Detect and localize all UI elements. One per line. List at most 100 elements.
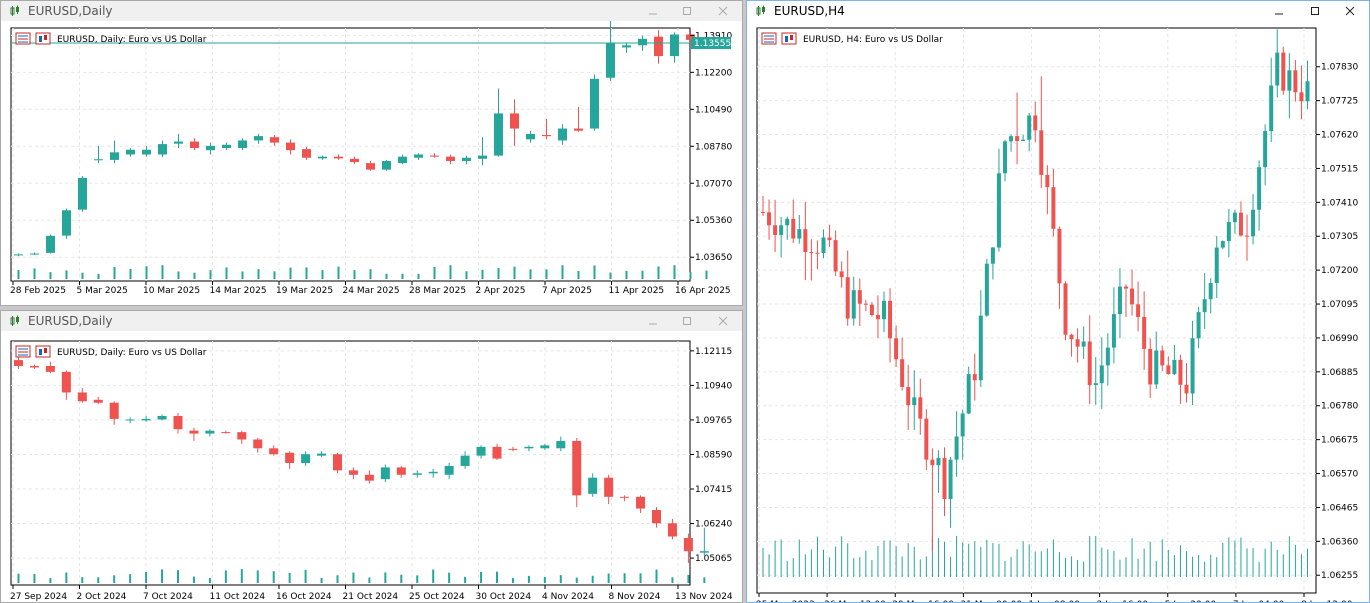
candle-body	[125, 419, 135, 421]
chart-window-eurusd-daily-1[interactable]: EURUSD,Daily 1.13910 1.12200 1.10490 1.0878…	[0, 0, 743, 306]
candle-body	[364, 474, 374, 481]
candle-body	[430, 155, 439, 157]
x-tick-label: 8 Jun 12:00	[1301, 600, 1353, 602]
candle-body	[1148, 348, 1153, 385]
candle-body	[206, 145, 215, 151]
maximize-button[interactable]	[676, 3, 698, 19]
candlestick-chart[interactable]: 1.12115 1.10940 1.09765 1.08590 1.07415 1.062…	[1, 331, 742, 602]
chart-type-icon	[781, 32, 797, 45]
candle-body	[348, 470, 358, 475]
y-axis-labels: 1.12115 1.10940 1.09765 1.08590 1.07415 1.062…	[690, 347, 732, 564]
candle-body	[779, 225, 784, 235]
candle-body	[62, 210, 71, 236]
maximize-button[interactable]	[676, 313, 698, 329]
candle-body	[845, 277, 850, 319]
candle-body	[1305, 81, 1310, 102]
candle-body	[978, 315, 983, 381]
minimize-button[interactable]	[1268, 3, 1290, 19]
candle-body	[46, 235, 55, 253]
candle-body	[141, 418, 151, 421]
candle-body	[1105, 347, 1110, 366]
candle-body	[396, 467, 406, 475]
y-tick-label: 1.06360	[1321, 537, 1358, 547]
maximize-button[interactable]	[1304, 3, 1326, 19]
y-tick-label: 1.06780	[1321, 402, 1358, 412]
window-titlebar[interactable]: EURUSD,Daily	[1, 1, 742, 21]
x-tick-label: 5 Mar 2025	[77, 286, 128, 296]
candle-body	[558, 128, 567, 141]
candle-body	[1202, 299, 1207, 313]
y-tick-label: 1.07305	[1321, 232, 1358, 242]
candle-body	[948, 459, 953, 500]
window-title: EURUSD,Daily	[28, 4, 113, 18]
chart-window-eurusd-daily-2[interactable]: EURUSD,Daily 1.12115 1.10940 1.09765 1.0859…	[0, 310, 743, 603]
candle-body	[833, 240, 838, 272]
x-axis-labels: 28 Feb 2025 5 Mar 2025 10 Mar 2025 14 Mar 2…	[10, 281, 731, 296]
candle-body	[142, 149, 151, 155]
candle-body	[869, 304, 874, 316]
candle-body	[797, 229, 802, 239]
candle-body	[815, 252, 820, 254]
candle-body	[382, 160, 391, 170]
candle-body	[767, 212, 772, 226]
candle-body	[476, 446, 486, 456]
y-tick-label: 1.07830	[1321, 63, 1358, 73]
x-tick-label: 2 Apr 2025	[476, 286, 526, 296]
close-button[interactable]	[1339, 3, 1361, 19]
candle-body	[301, 454, 311, 463]
chart-candles-icon	[10, 315, 19, 326]
candle-body	[302, 149, 311, 158]
candle-body	[1069, 334, 1074, 340]
x-tick-label: 4 Nov 2024	[542, 592, 594, 602]
y-axis-labels: 1.13910 1.12200 1.10490 1.08780 1.07070 1.053…	[690, 31, 732, 263]
close-button[interactable]	[712, 313, 734, 329]
chart-window-eurusd-h4[interactable]: EURUSD,H4 1.07830 1.07725 1.07620 1.07515 1.…	[746, 0, 1370, 603]
y-tick-label: 1.05065	[695, 554, 732, 564]
candle-body	[190, 141, 199, 149]
candle-body	[317, 453, 327, 456]
y-tick-label: 1.10490	[695, 105, 732, 115]
candle-body	[1166, 365, 1171, 375]
candle-body	[785, 218, 790, 226]
candle-body	[652, 510, 661, 524]
volume-bars	[17, 569, 706, 583]
minimize-button[interactable]	[642, 3, 664, 19]
candlestick-chart[interactable]: 1.13910 1.12200 1.10490 1.08780 1.07070 1.053…	[1, 21, 742, 305]
window-titlebar[interactable]: EURUSD,Daily	[1, 311, 742, 331]
candle-body	[1130, 288, 1135, 305]
candlestick-chart[interactable]: 1.07830 1.07725 1.07620 1.07515 1.07410 1.073…	[747, 21, 1369, 602]
minimize-button[interactable]	[642, 313, 664, 329]
y-tick-label: 1.08590	[695, 450, 732, 460]
x-tick-label: 7 Oct 2024	[143, 592, 193, 602]
candle-body	[606, 43, 615, 78]
candle-body	[61, 371, 71, 393]
y-tick-label: 1.06990	[1321, 334, 1358, 344]
y-tick-label: 1.07725	[1321, 97, 1358, 107]
x-tick-label: 21 Oct 2024	[343, 592, 399, 602]
x-tick-label: 26 May 12:00	[824, 600, 886, 602]
window-titlebar[interactable]: EURUSD,H4	[747, 1, 1369, 21]
y-tick-label: 1.07620	[1321, 131, 1358, 141]
x-tick-label: 11 Apr 2025	[609, 286, 665, 296]
close-button[interactable]	[712, 3, 734, 19]
candle-body	[954, 436, 959, 460]
candle-body	[286, 142, 295, 151]
y-tick-label: 1.06675	[1321, 436, 1358, 446]
candle-body	[1299, 92, 1304, 102]
trade-levels-icon	[15, 345, 31, 358]
candle-body	[827, 237, 832, 241]
trade-levels-icon	[15, 32, 31, 45]
candle-body	[1178, 359, 1183, 385]
candle-body	[398, 156, 407, 164]
y-tick-label: 1.06570	[1321, 470, 1358, 480]
y-tick-label: 1.12200	[695, 68, 732, 78]
candle-body	[1063, 283, 1068, 335]
candle-body	[45, 365, 55, 372]
candle-body	[809, 252, 814, 254]
y-tick-label: 1.13910	[695, 31, 732, 41]
candle-body	[882, 300, 886, 320]
candle-body	[1208, 283, 1213, 300]
candle-body	[654, 36, 663, 57]
candle-body	[110, 152, 119, 160]
candle-body	[851, 290, 856, 319]
